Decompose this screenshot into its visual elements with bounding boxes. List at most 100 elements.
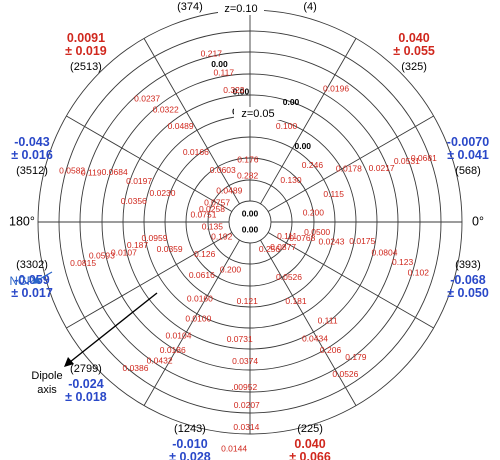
sector-error: ± 0.017: [11, 286, 53, 300]
z-ring-label-inner: z=0.05: [241, 108, 274, 120]
grid-spoke-60: [260, 38, 357, 205]
cell-value: 0.00: [233, 87, 250, 97]
cell-value: 0.0107: [111, 248, 137, 258]
sector-error: ± 0.041: [447, 148, 489, 162]
cell-value: 0.00: [294, 141, 311, 151]
ngp-arrow-head-icon: [32, 276, 41, 284]
sector-count: (325): [401, 61, 427, 73]
cell-value: 0.115: [323, 189, 344, 199]
cell-value: 0.0500: [304, 227, 330, 237]
cell-value: 0.200: [220, 264, 242, 274]
sector-count: (393): [455, 259, 481, 271]
sector-value: -0.010: [172, 437, 207, 451]
sector-error: ± 0.066: [289, 450, 331, 460]
sector-value: -0.043: [14, 135, 49, 149]
sector-value: 0.040: [294, 437, 325, 451]
cell-value: 0.0603: [210, 165, 236, 175]
sector-summary: -0.059± 0.017 (3302): [11, 259, 53, 300]
cell-value: 0.0207: [234, 400, 260, 410]
grid-spoke-330: [267, 232, 434, 329]
cell-value: 0.0616: [189, 270, 215, 280]
cell-value: 0.0489: [168, 121, 194, 131]
grid-spoke-240: [143, 239, 240, 406]
dipole-arrow-line: [69, 292, 158, 363]
sector-error: ± 0.050: [447, 286, 489, 300]
sector-error: ± 0.018: [65, 390, 107, 404]
sector-count: (2799): [70, 363, 102, 375]
cell-value: 0.135: [202, 222, 224, 232]
cell-value: 0.323: [223, 85, 245, 95]
cell-value: 0.0815: [70, 258, 96, 268]
cell-value: .00952: [231, 382, 257, 392]
cell-value: 0.0526: [276, 272, 302, 282]
cell-value: 0.0230: [150, 188, 176, 198]
sector-value: 0.0091: [67, 31, 105, 45]
cell-value: 0.0359: [157, 244, 183, 254]
sector-error: ± 0.016: [11, 148, 53, 162]
cell-value: 0.217: [201, 49, 223, 59]
cell-value: 0.126: [194, 249, 216, 259]
sector-summary: 0.074± 0.051(374): [177, 1, 203, 13]
grid-spoke-150: [66, 115, 233, 212]
cell-value: 0.121: [237, 296, 259, 306]
sector-summary: 0.040± 0.055 (325): [393, 31, 435, 73]
cell-value: 0.0243: [319, 237, 345, 247]
sector-summaries: -0.0070± 0.041 (568) 0.040± 0.055(325) 0.50…: [11, 1, 489, 460]
cell-value: 0.0804: [371, 247, 397, 257]
sector-summary: 0.50± 0.44(4): [303, 1, 316, 13]
grid-spoke-30: [267, 115, 434, 212]
z-ring-label-outer: z=0.10: [224, 3, 257, 15]
sector-count: (1243): [174, 423, 206, 435]
angle-label-180: 180°: [9, 214, 35, 228]
cell-value: 0.0314: [233, 422, 259, 432]
dipole-label-line2: axis: [37, 384, 57, 396]
cell-value: 0.111: [277, 231, 297, 241]
cell-value: 0.256: [259, 244, 281, 254]
sector-summary: -0.010± 0.028 (1243): [169, 423, 211, 460]
cell-value: 0.206: [320, 345, 342, 355]
cell-value: 0.119: [81, 168, 102, 178]
cell-value: 0.200: [303, 207, 325, 217]
cell-value: 0.0186: [160, 345, 186, 355]
cell-value: 0.0593: [89, 250, 115, 260]
sector-count: (3512): [16, 165, 48, 177]
cell-value: 0.0160: [187, 293, 213, 303]
sector-count: (568): [455, 165, 481, 177]
cell-value: 0.0258: [199, 204, 225, 214]
cell-value: 0.00: [242, 224, 259, 234]
sector-summary: -0.024± 0.018 (2799): [65, 363, 107, 404]
cell-value: 0.123: [392, 257, 414, 267]
sector-value: -0.059: [14, 273, 49, 287]
angle-labels: 180° 0°: [9, 214, 484, 228]
cell-value: 0.181: [285, 296, 307, 306]
cell-value: 0.0434: [302, 333, 328, 343]
sector-count: (225): [297, 423, 323, 435]
dipole-arrow-head-icon: [64, 357, 74, 367]
sector-count: (374): [177, 1, 203, 13]
sector-value: -0.024: [68, 377, 103, 391]
cell-value: 0.0489: [216, 186, 242, 196]
cell-value: 0.246: [302, 160, 324, 170]
sector-value: 0.040: [398, 31, 429, 45]
sector-value: -0.0070: [447, 135, 489, 149]
sector-summary: -0.043± 0.016 (3512): [11, 135, 53, 177]
cell-value: 0.0582: [59, 165, 85, 175]
cell-value: 0.0877: [270, 242, 296, 252]
cell-value: 0.282: [237, 170, 259, 180]
sector-value: -0.068: [450, 273, 485, 287]
cell-value: 0.0959: [141, 233, 167, 243]
cell-value: 0.0100: [185, 313, 211, 323]
cell-value: 0.0178: [336, 164, 362, 174]
dipole-label-line1: Dipole: [31, 370, 62, 382]
sector-count: (4): [303, 1, 316, 13]
grid-spoke-120: [143, 38, 240, 205]
cell-value: 0.00: [283, 97, 300, 107]
cell-value: 0.0386: [122, 363, 148, 373]
grid-spoke-210: [66, 232, 233, 329]
cell-value: 0.0166: [183, 147, 209, 157]
cell-value: 0.176: [237, 154, 259, 164]
cell-value: 0.111: [318, 316, 338, 326]
sector-summary: -0.0070± 0.041 (568): [447, 135, 489, 177]
cell-value: 0.0731: [227, 334, 253, 344]
